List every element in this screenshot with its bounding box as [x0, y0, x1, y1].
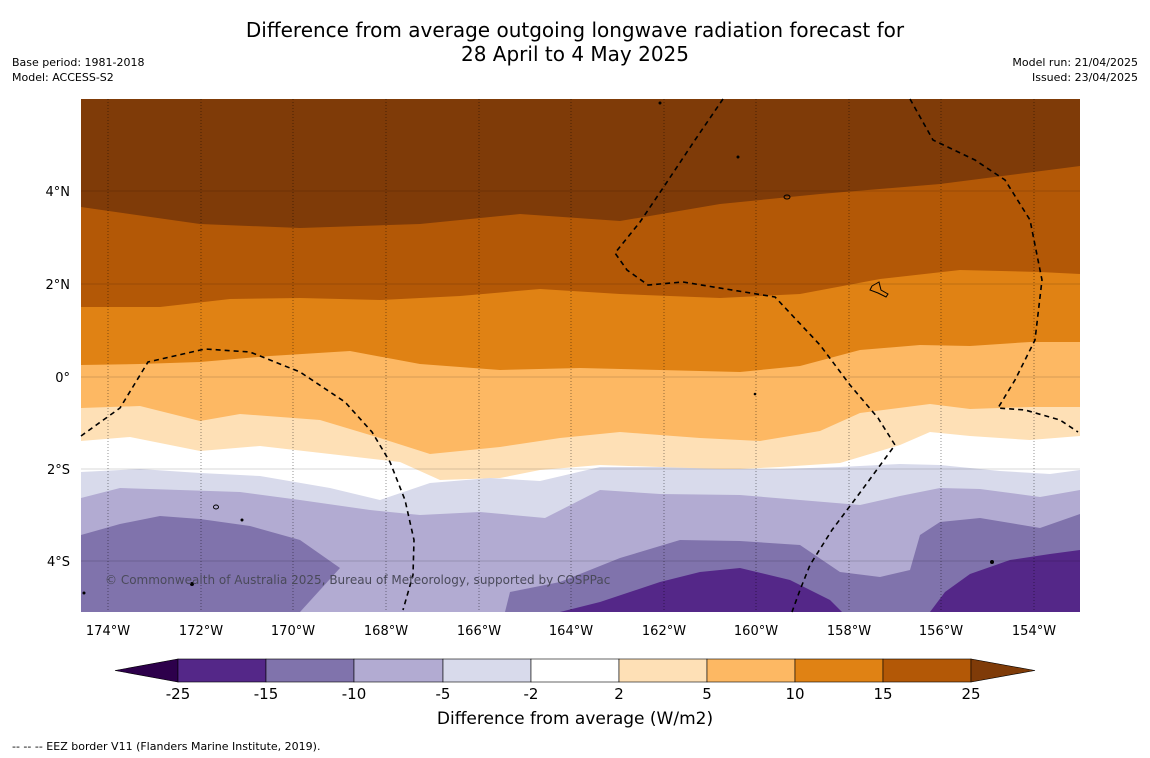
colorbar-segment	[706, 658, 796, 683]
lon-label: 154°W	[1012, 624, 1056, 639]
lon-label: 156°W	[919, 624, 963, 639]
lat-label: 4°S	[47, 555, 70, 570]
band-minus-15-25	[560, 568, 842, 612]
band-minus-10-15	[81, 516, 340, 612]
lon-label: 166°W	[457, 624, 501, 639]
island-9	[990, 560, 994, 564]
latitude-labels: 4°N 2°N 0° 2°S 4°S	[46, 185, 71, 570]
meta-left: Base period: 1981-2018 Model: ACCESS-S2	[12, 55, 144, 85]
model-run: Model run: 21/04/2025	[1012, 56, 1138, 69]
meta-right: Model run: 21/04/2025 Issued: 23/04/2025	[1012, 55, 1138, 85]
colorbar-tick-label: -2	[524, 685, 539, 703]
band-minus-15-25-east	[930, 550, 1080, 612]
colorbar-tick-label: 10	[785, 685, 804, 703]
colorbar-tick-label: 5	[702, 685, 712, 703]
colorbar-tick-label: -5	[436, 685, 451, 703]
eez-borders	[80, 98, 1079, 613]
island-6	[753, 392, 757, 396]
lon-label: 170°W	[271, 624, 315, 639]
colorbar-segment	[618, 658, 708, 683]
colorbar-tick-label: 15	[873, 685, 892, 703]
copyright-notice: © Commonwealth of Australia 2025, Bureau…	[105, 573, 610, 587]
contour-bands	[81, 99, 1080, 612]
title-line-1: Difference from average outgoing longwav…	[245, 18, 905, 42]
lon-label: 162°W	[642, 624, 686, 639]
island-2	[869, 281, 889, 298]
island-7	[240, 518, 244, 522]
colorbar-tick-label: -15	[254, 685, 279, 703]
island-5	[736, 155, 740, 159]
lat-label: 0°	[55, 371, 70, 386]
colorbar-tick-label: 2	[614, 685, 624, 703]
colorbar: -25 -15 -10 -5 -2 2 5 10 15 25	[114, 658, 1036, 703]
longitude-labels: 174°W 172°W 170°W 168°W 166°W 164°W 162°W 160°W…	[86, 624, 1056, 639]
title-line-2: 28 April to 4 May 2025	[461, 42, 689, 66]
colorbar-segment	[353, 658, 444, 683]
eez-border-east	[909, 98, 1079, 433]
lon-label: 168°W	[364, 624, 408, 639]
colorbar-extend-high	[970, 658, 1036, 683]
lon-label: 174°W	[86, 624, 130, 639]
islands	[82, 101, 994, 595]
colorbar-segment	[530, 658, 620, 683]
lat-label: 2°S	[47, 463, 70, 478]
map-title: Difference from average outgoing longwav…	[0, 18, 1150, 66]
colorbar-segment	[442, 658, 532, 683]
island-8	[190, 582, 194, 586]
colorbar-segment	[794, 658, 884, 683]
island-10	[82, 591, 86, 595]
colorbar-tick-label: 25	[961, 685, 980, 703]
eez-legend-note: -- -- -- EEZ border V11 (Flanders Marine…	[12, 740, 321, 753]
lon-label: 164°W	[549, 624, 593, 639]
lon-label: 158°W	[827, 624, 871, 639]
colorbar-segment	[882, 658, 972, 683]
colorbar-segment	[177, 658, 267, 683]
lon-label: 172°W	[179, 624, 223, 639]
lon-label: 160°W	[734, 624, 778, 639]
colorbar-title: Difference from average (W/m2)	[436, 709, 714, 729]
colorbar-segment	[265, 658, 355, 683]
eez-border-central	[613, 98, 896, 613]
model-name: Model: ACCESS-S2	[12, 71, 114, 84]
eez-border-west	[80, 348, 415, 611]
colorbar-extend-low	[114, 658, 179, 683]
island-3	[213, 504, 219, 510]
issued-date: Issued: 23/04/2025	[1031, 71, 1138, 84]
colorbar-tick-label: -25	[166, 685, 191, 703]
base-period: Base period: 1981-2018	[12, 56, 145, 69]
island-4	[658, 101, 662, 105]
lat-label: 4°N	[46, 185, 71, 200]
colorbar-tick-label: -10	[342, 685, 367, 703]
latitude-gridlines	[81, 190, 1080, 562]
lat-label: 2°N	[46, 278, 71, 293]
island-1	[783, 194, 791, 200]
